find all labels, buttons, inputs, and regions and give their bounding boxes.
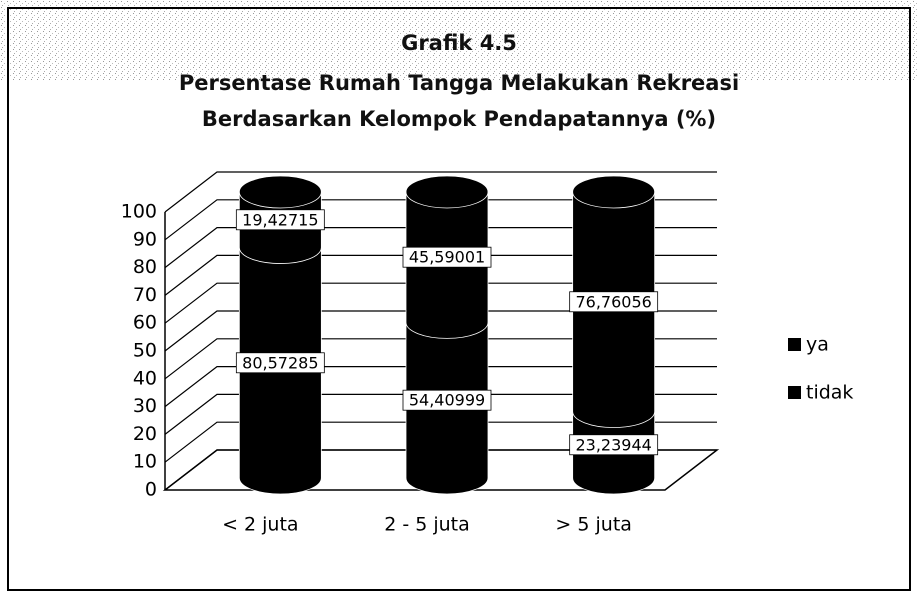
- legend-label: ya: [806, 334, 829, 356]
- y-tick-label: 40: [133, 367, 157, 389]
- y-tick-label: 30: [133, 395, 157, 417]
- data-label: 76,76056: [575, 292, 651, 311]
- grid-line: [164, 310, 717, 352]
- y-tick-label: 20: [133, 423, 157, 445]
- y-tick-label: 80: [133, 256, 157, 278]
- data-label: 54,40999: [409, 391, 485, 410]
- x-tick-label: < 2 juta: [222, 514, 299, 536]
- grid-line: [164, 449, 717, 491]
- data-label: 23,23944: [575, 435, 651, 454]
- data-label-box: [569, 434, 659, 456]
- chart-title: Grafik 4.5: [401, 31, 517, 55]
- data-label: 80,57285: [242, 353, 318, 372]
- grid-line: [164, 227, 717, 269]
- data-label: 19,42715: [242, 210, 318, 229]
- legend-swatch: [788, 386, 801, 399]
- y-tick-label: 60: [133, 312, 157, 334]
- scan-noise: [0, 0, 918, 80]
- data-label-box: [235, 352, 325, 374]
- grid-line: [164, 366, 717, 408]
- grid-line: [164, 199, 717, 241]
- cylinder-cap: [405, 175, 489, 209]
- x-tick-label: 2 - 5 juta: [384, 514, 470, 536]
- grid-line: [164, 393, 717, 435]
- grid-line: [164, 254, 717, 296]
- y-tick-label: 70: [133, 284, 157, 306]
- data-label-box: [235, 209, 325, 231]
- cylinder-cap: [572, 175, 656, 209]
- legend-swatch: [788, 338, 801, 351]
- chart-subtitle: Persentase Rumah Tangga Melakukan Rekrea…: [179, 71, 739, 95]
- grid-line: [164, 171, 717, 213]
- chart-subtitle: Berdasarkan Kelompok Pendapatannya (%): [202, 107, 716, 131]
- grid-line: [164, 421, 717, 463]
- data-label-box: [402, 389, 492, 411]
- legend-label: tidak: [806, 382, 853, 404]
- y-tick-label: 0: [145, 479, 157, 501]
- grid-line: [164, 338, 717, 380]
- x-tick-label: > 5 juta: [555, 514, 632, 536]
- y-tick-label: 100: [121, 201, 157, 223]
- data-label: 45,59001: [409, 248, 485, 267]
- grid-line: [164, 282, 717, 324]
- data-label-box: [569, 291, 659, 313]
- y-tick-label: 10: [133, 451, 157, 473]
- cylinder-cap: [238, 175, 322, 209]
- chart-border: [7, 7, 911, 591]
- y-tick-label: 50: [133, 340, 157, 362]
- y-tick-label: 90: [133, 228, 157, 250]
- data-label-box: [402, 246, 492, 268]
